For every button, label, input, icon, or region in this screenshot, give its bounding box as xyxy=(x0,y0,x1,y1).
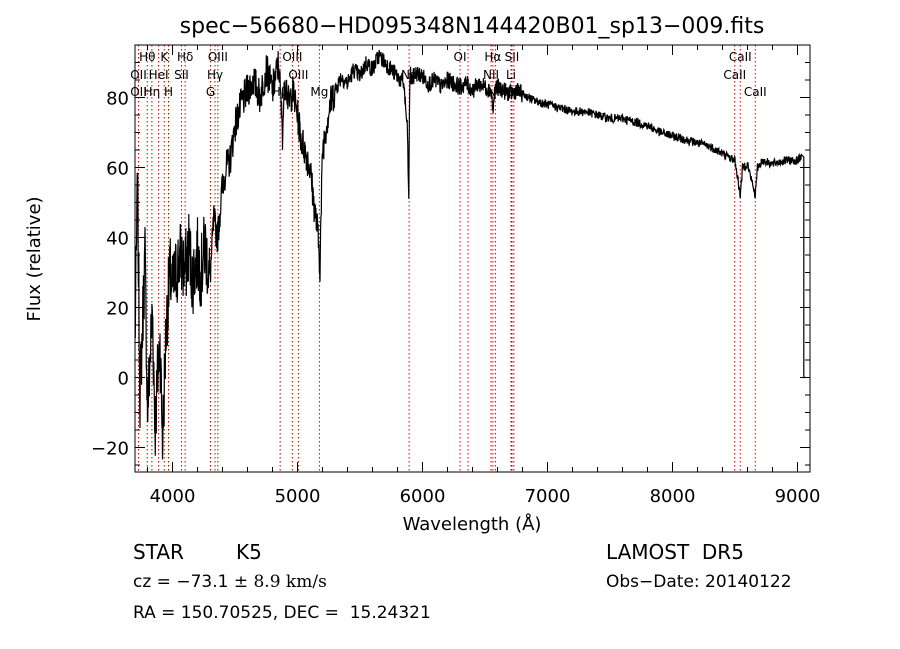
survey-name: LAMOST DR5 xyxy=(606,540,744,564)
line-marker-label: OI xyxy=(454,50,467,64)
x-tick-label: 4000 xyxy=(150,486,196,507)
y-tick-label: 60 xyxy=(106,159,129,180)
x-tick-label: 7000 xyxy=(525,486,571,507)
x-tick-label: 9000 xyxy=(775,486,821,507)
line-marker-label: Hη xyxy=(144,85,161,99)
spectrum-line xyxy=(134,49,807,460)
line-marker-label: Hθ xyxy=(139,50,155,64)
x-tick-label: 6000 xyxy=(400,486,446,507)
x-axis-ticks: 4000 5000 6000 7000 8000 9000 xyxy=(147,45,821,507)
x-tick-label: 8000 xyxy=(650,486,696,507)
x-tick-label: 5000 xyxy=(275,486,321,507)
object-subclass: K5 xyxy=(236,540,262,564)
coordinates: RA = 150.70525, DEC = 15.24321 xyxy=(133,603,431,623)
line-marker-label: OII xyxy=(130,68,147,82)
line-marker-label: Li xyxy=(506,68,516,82)
y-tick-label: 20 xyxy=(106,299,129,320)
obs-date: Obs−Date: 20140122 xyxy=(606,572,792,592)
line-marker-label: Hα xyxy=(484,50,501,64)
line-marker-label: H xyxy=(164,85,173,99)
line-marker-label: OIII xyxy=(208,50,228,64)
line-marker-label: K xyxy=(160,50,169,64)
y-tick-label: 80 xyxy=(106,89,129,110)
y-axis-ticks: −20 0 20 40 60 80 xyxy=(91,62,810,466)
cz-value: −73.1 xyxy=(176,572,229,592)
cz-label: cz = xyxy=(133,572,177,592)
line-marker-label: Hδ xyxy=(177,50,193,64)
y-tick-label: 0 xyxy=(118,369,129,390)
line-marker-label: CaII xyxy=(729,50,752,64)
line-marker-labels: OIIOIIHθHηHeIKHSIIHδGHγOIIIHβOIIIOIIIMgN… xyxy=(130,50,766,99)
line-marker-label: SII xyxy=(505,50,520,64)
y-axis-label: Flux (relative) xyxy=(24,196,45,321)
object-class: STAR xyxy=(133,540,184,564)
line-markers xyxy=(138,45,756,472)
chart-title: spec−56680−HD095348N144420B01_sp13−009.f… xyxy=(180,14,765,39)
y-tick-label: −20 xyxy=(91,439,129,460)
line-marker-label: NII xyxy=(483,68,499,82)
line-marker-label: CaII xyxy=(744,85,767,99)
y-tick-label: 40 xyxy=(106,229,129,250)
line-marker-label: Hγ xyxy=(207,68,223,82)
x-axis-label: Wavelength (Å) xyxy=(403,513,542,535)
redshift-readout: cz = −73.1 ± 8.9 km/s xyxy=(133,572,327,592)
line-marker-label: OII xyxy=(130,85,147,99)
line-marker-label: CaII xyxy=(723,68,746,82)
line-marker-label: OIII xyxy=(282,50,302,64)
line-marker-label: G xyxy=(206,85,215,99)
line-marker-label: Mg xyxy=(310,85,328,99)
line-marker-label: HeI xyxy=(149,68,169,82)
line-marker-label: SII xyxy=(174,68,189,82)
cz-error: ± 8.9 km/s xyxy=(228,572,327,592)
line-marker-label: OIII xyxy=(288,68,308,82)
